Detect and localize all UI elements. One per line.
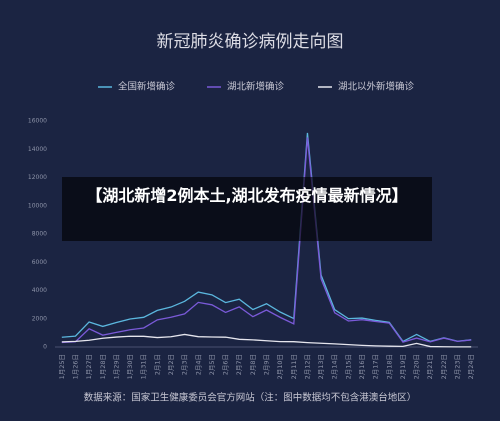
series-line xyxy=(61,137,472,344)
x-tick-label: 2月18日 xyxy=(385,354,393,379)
series-line xyxy=(61,333,472,348)
y-tick-label: 10000 xyxy=(28,202,47,209)
x-tick-label: 2月15日 xyxy=(344,354,352,379)
x-tick-label: 1月28日 xyxy=(99,354,107,379)
x-tick-label: 1月29日 xyxy=(112,354,120,379)
x-tick-label: 2月11日 xyxy=(290,354,298,379)
x-tick-label: 1月31日 xyxy=(140,354,148,379)
x-tick-label: 2月1日 xyxy=(153,354,161,375)
x-tick-label: 2月20日 xyxy=(413,354,421,379)
x-tick-label: 2月24日 xyxy=(467,354,475,379)
x-tick-label: 2月13日 xyxy=(317,354,325,379)
x-tick-label: 2月17日 xyxy=(372,354,380,379)
x-tick-label: 2月7日 xyxy=(235,354,243,375)
y-tick-label: 4000 xyxy=(32,287,47,294)
y-tick-label: 8000 xyxy=(32,231,47,238)
x-tick-label: 1月27日 xyxy=(85,354,93,379)
chart-title: 新冠肺炎确诊病例走向图 xyxy=(157,32,344,52)
x-tick-label: 2月12日 xyxy=(303,354,311,379)
x-tick-label: 2月3日 xyxy=(181,354,189,375)
y-tick-label: 2000 xyxy=(32,315,47,322)
x-tick-label: 2月14日 xyxy=(331,354,339,379)
x-tick-label: 2月21日 xyxy=(426,354,434,379)
x-tick-label: 2月6日 xyxy=(222,354,230,375)
x-tick-label: 2月22日 xyxy=(440,354,448,379)
legend-label: 全国新增确诊 xyxy=(118,81,176,93)
x-tick-label: 2月10日 xyxy=(276,354,284,379)
y-tick-label: 6000 xyxy=(32,259,47,266)
x-tick-label: 1月25日 xyxy=(58,354,66,379)
x-tick-label: 2月5日 xyxy=(208,354,216,375)
x-tick-label: 2月16日 xyxy=(358,354,366,379)
x-tick-label: 2月2日 xyxy=(167,354,175,375)
x-tick-label: 2月4日 xyxy=(194,354,202,375)
source-note: 数据来源：国家卫生健康委员会官方网站（注：图中数据均不包含港澳台地区） xyxy=(84,392,417,404)
x-tick-label: 1月26日 xyxy=(71,354,79,379)
x-tick-label: 2月9日 xyxy=(263,354,271,375)
headline-overlay: 【湖北新增2例本土,湖北发布疫情最新情况】 xyxy=(62,177,432,241)
x-tick-label: 2月19日 xyxy=(399,354,407,379)
legend-label: 湖北新增确诊 xyxy=(227,81,285,93)
legend-label: 湖北以外新增确诊 xyxy=(338,81,415,93)
y-tick-label: 0 xyxy=(43,344,47,351)
x-tick-label: 2月23日 xyxy=(454,354,462,379)
x-tick-label: 2月8日 xyxy=(249,354,257,375)
y-tick-label: 14000 xyxy=(28,146,47,153)
y-tick-label: 16000 xyxy=(28,118,47,125)
y-tick-label: 12000 xyxy=(28,174,47,181)
x-tick-label: 1月30日 xyxy=(126,354,134,379)
